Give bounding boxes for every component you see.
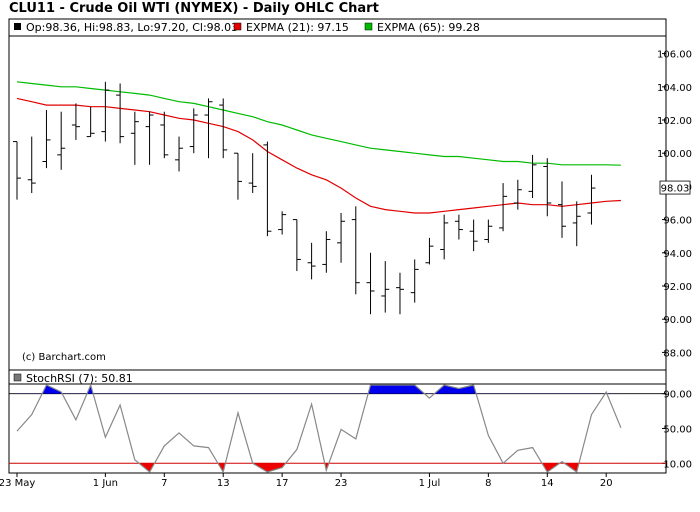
ohlc-bar bbox=[322, 231, 331, 273]
ohlc-bar bbox=[440, 214, 449, 260]
x-axis-label: 1 Jun bbox=[93, 478, 118, 489]
ohlc-bar bbox=[57, 111, 66, 170]
x-axis-label: 14 bbox=[541, 478, 554, 489]
price-axis-label: 106.00 bbox=[657, 50, 692, 61]
price-panel bbox=[8, 18, 667, 371]
ema21-legend: EXPMA (21): 97.15 bbox=[246, 21, 349, 34]
credit-label: (c) Barchart.com bbox=[22, 352, 106, 363]
ohlc-bar bbox=[13, 141, 21, 200]
stochrsi-title: StochRSI (7): 50.81 bbox=[26, 372, 133, 385]
ohlc-bar bbox=[233, 152, 242, 200]
ohlc-bar bbox=[27, 136, 36, 194]
ohlc-bar bbox=[116, 83, 125, 144]
ohlc-bar bbox=[572, 201, 581, 247]
last-price-box bbox=[659, 180, 691, 195]
ohlc-bar bbox=[292, 219, 301, 272]
ohlc-bar bbox=[86, 106, 95, 138]
ohlc-bar bbox=[587, 174, 596, 225]
ohlc-bar bbox=[175, 136, 184, 172]
ohlc-bar bbox=[307, 242, 316, 280]
ohlc-bar bbox=[42, 110, 51, 169]
ohlc-bar bbox=[366, 252, 375, 315]
x-axis-label: 17 bbox=[276, 478, 289, 489]
ema21-legend-marker bbox=[233, 22, 242, 31]
x-axis-label: 20 bbox=[600, 478, 613, 489]
ohlc-bar bbox=[499, 183, 508, 232]
ohlc-bar bbox=[528, 154, 537, 199]
rsi-axis-label: 50.00 bbox=[663, 425, 692, 436]
ohlc-bar bbox=[160, 111, 169, 159]
price-axis-label: 100.00 bbox=[657, 149, 692, 160]
ohlc-bar bbox=[410, 259, 419, 303]
x-axis-label: 23 May bbox=[0, 478, 35, 489]
ohlc-bar bbox=[558, 181, 567, 238]
x-axis-label: 13 bbox=[217, 478, 230, 489]
ohlc-bar bbox=[351, 206, 360, 295]
ohlc-bar bbox=[278, 211, 287, 235]
price-axis-label: 102.00 bbox=[657, 116, 692, 127]
ema65-legend: EXPMA (65): 99.28 bbox=[377, 21, 480, 34]
chart-title: CLU11 - Crude Oil WTI (NYMEX) - Daily OH… bbox=[9, 1, 379, 16]
ohlc-bar bbox=[469, 219, 478, 252]
ohlc-bar bbox=[381, 261, 390, 313]
ohlc-bar bbox=[189, 108, 198, 154]
ema21-line bbox=[16, 97, 621, 214]
x-axis-label: 7 bbox=[161, 478, 167, 489]
rsi-axis-label: 10.00 bbox=[663, 459, 692, 470]
ohlc-bar bbox=[219, 98, 228, 159]
stochrsi-panel bbox=[8, 369, 667, 474]
price-axis-label: 92.00 bbox=[663, 282, 692, 293]
x-axis-label: 23 bbox=[335, 478, 348, 489]
ohlc-bar bbox=[71, 103, 80, 140]
ohlc-bar bbox=[484, 219, 493, 243]
stochrsi-line bbox=[16, 383, 622, 474]
ohlc-bar bbox=[337, 212, 346, 263]
rsi-axis-label: 90.00 bbox=[663, 390, 692, 401]
ema65-line bbox=[16, 81, 621, 166]
ohlc-bar bbox=[395, 272, 404, 315]
ohlc-bar bbox=[425, 237, 434, 265]
ohlc-info: Op:98.36, Hi:98.83, Lo:97.20, Cl:98.03 bbox=[26, 21, 238, 34]
ohlc-bar bbox=[263, 141, 272, 237]
ohlc-bar bbox=[204, 98, 213, 159]
price-axis-label: 96.00 bbox=[663, 216, 692, 227]
ohlc-bar bbox=[454, 214, 463, 240]
ohlc-bar bbox=[513, 179, 522, 210]
last-price-label: 98.03 bbox=[661, 184, 690, 195]
stochrsi-legend-marker bbox=[13, 373, 22, 382]
price-axis-label: 94.00 bbox=[663, 249, 692, 260]
ohlc-bar bbox=[101, 81, 110, 142]
ema65-legend-marker bbox=[364, 22, 373, 31]
price-axis-label: 104.00 bbox=[657, 83, 692, 94]
ohlc-bar bbox=[145, 111, 154, 165]
x-axis-label: 1 Jul bbox=[419, 478, 441, 489]
ohlc-info-marker bbox=[14, 23, 21, 30]
ohlc-bar bbox=[543, 158, 552, 217]
price-axis-label: 88.00 bbox=[663, 348, 692, 359]
price-axis-label: 90.00 bbox=[663, 315, 692, 326]
ohlc-bar bbox=[248, 153, 257, 194]
ohlc-bar bbox=[130, 111, 139, 165]
x-axis-label: 8 bbox=[485, 478, 491, 489]
